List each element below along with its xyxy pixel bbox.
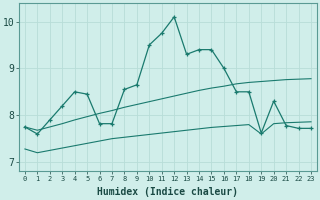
X-axis label: Humidex (Indice chaleur): Humidex (Indice chaleur) <box>98 187 238 197</box>
